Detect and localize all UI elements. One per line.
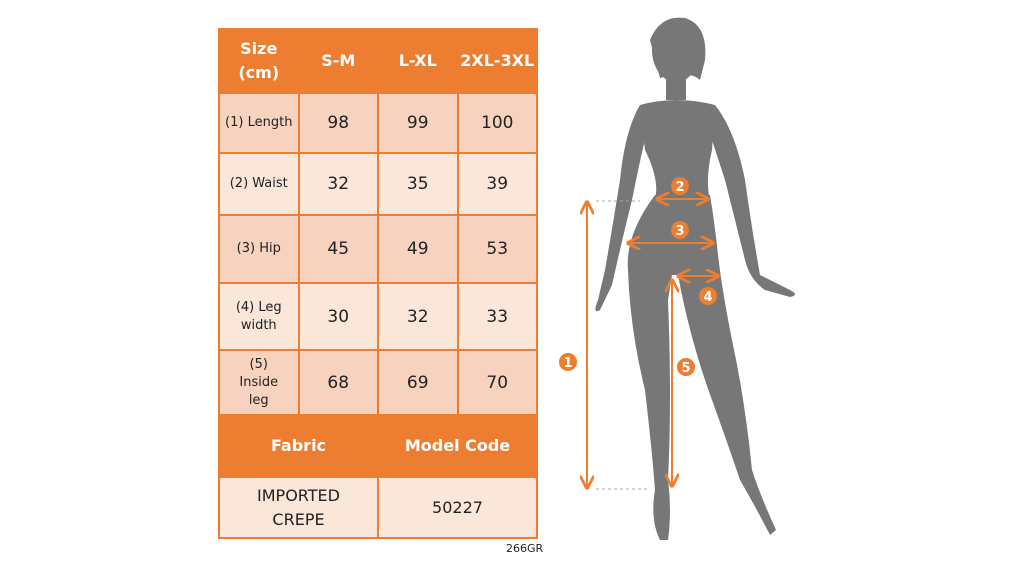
header-model-code: Model Code [377, 414, 538, 478]
model-code-value: 50227 [377, 476, 538, 539]
header-2xl-3xl: 2XL-3XL [456, 28, 538, 94]
header-size: Size (cm) [218, 28, 300, 94]
header-fabric: Fabric [218, 414, 379, 478]
body-measurement-figure: 1 2 3 4 5 [559, 17, 795, 540]
cell: 32 [377, 282, 459, 351]
cell: 99 [377, 92, 459, 154]
row-label: (5) Inside leg [218, 349, 300, 416]
fabric-value: IMPORTED CREPE [218, 476, 379, 539]
table-header-row: Size (cm) S-M L-XL 2XL-3XL [218, 28, 538, 94]
marker-5: 5 [681, 361, 690, 376]
product-code: 266GR [506, 542, 544, 555]
table-row: (2) Waist 32 35 39 [218, 152, 538, 216]
row-label: (3) Hip [218, 214, 300, 284]
cell: 69 [377, 349, 459, 416]
table-row: (5) Inside leg 68 69 70 [218, 349, 538, 416]
header-l-xl: L-XL [377, 28, 459, 94]
table-row: (1) Length 98 99 100 [218, 92, 538, 154]
size-chart-table: Size (cm) S-M L-XL 2XL-3XL (1) Length 98… [218, 28, 538, 539]
silhouette [595, 17, 795, 540]
table-row: (4) Leg width 30 32 33 [218, 282, 538, 351]
table-row: (3) Hip 45 49 53 [218, 214, 538, 284]
cell: 68 [297, 349, 379, 416]
marker-4: 4 [703, 290, 712, 305]
cell: 30 [297, 282, 379, 351]
cell: 33 [456, 282, 538, 351]
marker-3: 3 [675, 224, 684, 239]
cell: 70 [456, 349, 538, 416]
row-label: (1) Length [218, 92, 300, 154]
footer-value-row: IMPORTED CREPE 50227 [218, 476, 538, 539]
marker-1: 1 [563, 356, 572, 371]
row-label: (2) Waist [218, 152, 300, 216]
cell: 98 [297, 92, 379, 154]
cell: 53 [456, 214, 538, 284]
cell: 39 [456, 152, 538, 216]
cell: 32 [297, 152, 379, 216]
cell: 100 [456, 92, 538, 154]
cell: 45 [297, 214, 379, 284]
row-label: (4) Leg width [218, 282, 300, 351]
footer-header-row: Fabric Model Code [218, 414, 538, 478]
marker-2: 2 [675, 180, 684, 195]
cell: 35 [377, 152, 459, 216]
cell: 49 [377, 214, 459, 284]
header-s-m: S-M [297, 28, 379, 94]
